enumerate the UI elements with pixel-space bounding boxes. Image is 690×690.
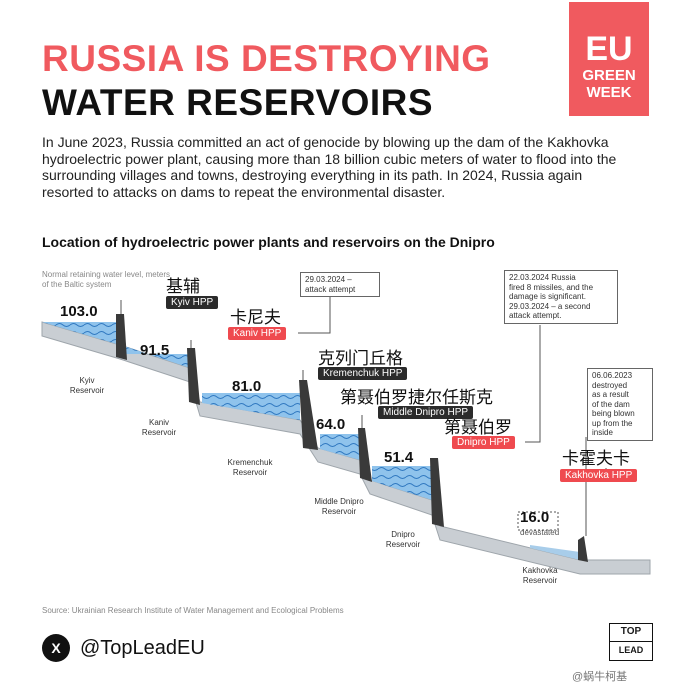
kyiv-dam [116, 314, 127, 360]
level-kaniv: 91.5 [140, 342, 170, 359]
kaniv-dam [187, 348, 200, 405]
toplead-logo-bottom: LEAD [610, 641, 652, 656]
kaniv-hpp-label: Kaniv HPP [228, 327, 287, 340]
intro-paragraph: In June 2023, Russia committed an act of… [42, 134, 617, 200]
middle-dnipro-hpp-zh: 第聂伯罗捷尔任斯克 [340, 388, 493, 408]
kyiv-hpp-label: Kyiv HPP [166, 296, 219, 309]
level-kakhovka: 16.0 [520, 509, 550, 526]
kaniv-reservoir-water [124, 346, 190, 368]
diagram-subtitle: Location of hydroelectric power plants a… [42, 234, 495, 250]
weibo-watermark: @蜗牛柯基 [572, 671, 628, 683]
kremenchuk-hpp-zh: 克列门丘格 [318, 349, 403, 369]
dnipro-attack-note: 22.03.2024 Russia fired 8 missiles, and … [504, 270, 618, 324]
badge-week: WEEK [586, 84, 632, 101]
badge-eu: EU [585, 30, 633, 68]
kyiv-reservoir-water [42, 322, 120, 345]
level-kremenchuk: 81.0 [232, 378, 262, 395]
middle-dnipro-reservoir-label: Middle Dnipro Reservoir [314, 497, 364, 516]
middle-dnipro-hpp-label: Middle Dnipro HPP [378, 406, 474, 419]
kyiv-hpp-zh: 基辅 [166, 277, 200, 297]
kaniv-reservoir-label: Kaniv Reservoir [141, 418, 177, 437]
handle-text: @TopLeadEU [80, 636, 205, 659]
kremenchuk-dam [299, 380, 318, 450]
title-line-2: WATER RESERVOIRS [42, 82, 434, 123]
dnipro-reservoir-label: Dnipro Reservoir [385, 530, 421, 549]
toplead-logo-top: TOP [620, 626, 642, 637]
dnipro-hpp-zh: 第聂伯罗 [444, 418, 512, 438]
dnipro-reservoir-water [372, 466, 432, 500]
axis-note: Normal retaining water level, meters of … [42, 270, 171, 289]
eu-green-week-badge: EU GREEN WEEK [569, 2, 649, 116]
badge-green: GREEN [582, 67, 636, 84]
kakhovka-destroyed-note: 06.06.2023 destroyed as a result of the … [587, 368, 653, 441]
kakhovka-dam-ruins [578, 536, 588, 562]
dnipro-dam [430, 458, 444, 527]
kaniv-hpp-zh: 卡尼夫 [230, 308, 281, 328]
x-logo-icon: X [42, 634, 70, 662]
kaniv-attack-note: 29.03.2024 – attack attempt [300, 272, 380, 297]
dnipro-hpp-label: Dnipro HPP [452, 436, 515, 449]
source-credit: Source: Ukrainian Research Institute of … [42, 606, 344, 615]
devastated-label: devastated [520, 528, 560, 537]
kakhovka-hpp-zh: 卡霍夫卡 [562, 449, 630, 469]
kremenchuk-reservoir-water [202, 393, 300, 420]
title-line-1: RUSSIA IS DESTROYING [42, 38, 491, 79]
social-handle[interactable]: X @TopLeadEU [42, 634, 205, 662]
kremenchuk-reservoir-label: Kremenchuk Reservoir [227, 458, 273, 477]
level-middle-dnipro: 64.0 [316, 416, 346, 433]
middle-dnipro-dam [358, 428, 372, 482]
toplead-logo: TOP LEAD [609, 623, 653, 661]
level-kyiv: 103.0 [60, 303, 98, 320]
kyiv-reservoir-label: Kyiv Reservoir [69, 376, 105, 395]
kremenchuk-hpp-label: Kremenchuk HPP [318, 367, 408, 380]
kakhovka-hpp-label: Kakhovka HPP [560, 469, 638, 482]
level-dnipro: 51.4 [384, 449, 414, 466]
middle-dnipro-reservoir-water [320, 434, 360, 460]
kakhovka-reservoir-label: Kakhovka Reservoir [522, 566, 558, 585]
kakhovka-remains-water [530, 545, 580, 560]
